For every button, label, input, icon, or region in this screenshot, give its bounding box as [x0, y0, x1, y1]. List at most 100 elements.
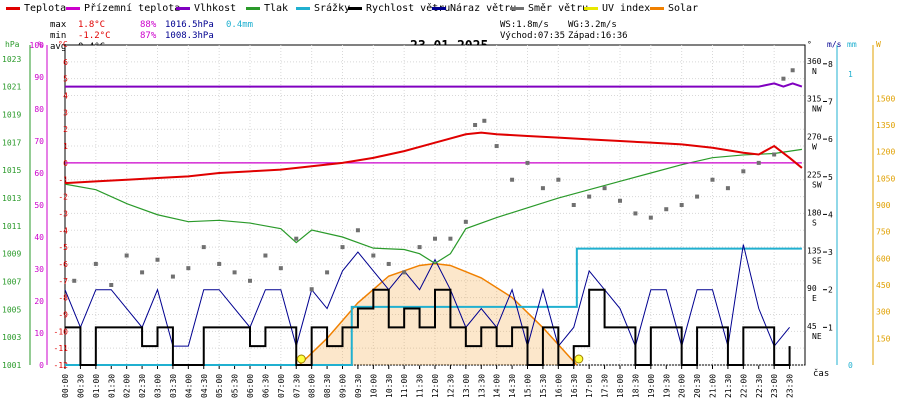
stat-min-label: min [50, 31, 67, 41]
humidity-tick-label: 60 [34, 169, 44, 178]
legend-label: UV index [602, 3, 651, 14]
stat-max-humidity: 88% [140, 20, 157, 30]
legend-label: Tlak [264, 3, 289, 14]
temperature-tick-label: -8 [58, 294, 68, 303]
humidity-line [65, 82, 803, 88]
legend-item: Směr větru [510, 3, 588, 14]
rain-tick-label: 0 [848, 361, 853, 370]
pressure-unit: hPa [5, 40, 20, 49]
solar-tick-label: 1500 [876, 94, 895, 103]
legend-swatch [66, 6, 80, 10]
x-tick-label: 01:30 [107, 374, 116, 398]
wind-dir-point [710, 177, 715, 182]
legend-item: UV index [584, 3, 650, 14]
wind-speed-tick-label: 5 [828, 173, 833, 182]
wind-dir-tick-label: 225 [807, 171, 822, 180]
wind-dir-point [217, 261, 222, 266]
x-tick-label: 08:00 [308, 374, 317, 398]
pressure-tick-label: 1017 [2, 138, 21, 147]
x-tick-label: 19:00 [647, 374, 656, 398]
temperature-tick-label: 2 [63, 125, 68, 134]
legend-label: Náraz větru [450, 3, 517, 14]
wind-dir-point [756, 160, 761, 165]
pressure-tick-label: 1011 [2, 222, 21, 231]
temperature-tick-label: 5 [63, 75, 68, 84]
stat-wind-speed: WS:1.8m/s [500, 20, 549, 30]
wind-dir-point [140, 270, 145, 275]
x-tick-label: 02:30 [138, 374, 147, 398]
solar-tick-label: 150 [876, 334, 891, 343]
stat-min-pressure: 1008.3hPa [165, 31, 214, 41]
x-tick-label: 21:30 [724, 374, 733, 398]
wind-dir-point [648, 215, 653, 220]
legend-label: Směr větru [528, 3, 589, 14]
x-tick-label: 05:00 [215, 374, 224, 398]
wind-dir-compass-label: E [812, 294, 817, 303]
legend-item: Teplota [6, 3, 66, 14]
wind-dir-point [371, 253, 376, 258]
x-tick-label: 12:00 [431, 374, 440, 398]
legend-swatch [296, 6, 310, 10]
legend-swatch [348, 6, 362, 10]
wind-dir-compass-label: SE [812, 256, 822, 265]
pressure-tick-label: 1023 [2, 55, 21, 64]
wind-dir-point [448, 236, 453, 241]
wind-speed-tick-label: 4 [828, 210, 833, 219]
wind-dir-point [278, 266, 283, 271]
wind-dir-point [463, 219, 468, 224]
x-tick-label: 03:30 [169, 374, 178, 398]
x-tick-label: 04:00 [184, 374, 193, 398]
wind-dir-point [155, 257, 160, 262]
temperature-line [64, 131, 803, 185]
humidity-tick-label: 80 [34, 105, 44, 114]
temperature-unit: °C [58, 40, 68, 49]
x-tick-label: 03:00 [154, 374, 163, 398]
wind-dir-unit: ° [807, 40, 812, 49]
wind-dir-point [556, 177, 561, 182]
x-tick-label: 07:30 [292, 374, 301, 398]
sun-marker [296, 354, 306, 364]
humidity-tick-label: 70 [34, 137, 44, 146]
wind-dir-point [790, 68, 795, 73]
wind-dir-point [309, 287, 314, 292]
wind-speed-tick-label: 6 [828, 135, 833, 144]
wind-dir-point [695, 194, 700, 199]
stat-max-label: max [50, 20, 67, 30]
x-tick-label: 20:00 [678, 374, 687, 398]
solar-tick-label: 300 [876, 308, 891, 317]
wind-dir-point [664, 207, 669, 212]
x-tick-label: 11:00 [400, 374, 409, 398]
x-tick-label: 05:30 [231, 374, 240, 398]
x-tick-label: 22:00 [739, 374, 748, 398]
temperature-tick-label: -10 [54, 327, 69, 336]
wind-dir-point [72, 278, 77, 283]
wind-speed-tick-label: 3 [828, 248, 833, 257]
wind-dir-tick-label: 135 [807, 246, 822, 255]
solar-unit: W [876, 40, 881, 49]
solar-tick-label: 1350 [876, 121, 895, 130]
legend-label: Rychlost větru [366, 3, 451, 14]
x-tick-label: 13:30 [477, 374, 486, 398]
solar-area [299, 263, 577, 365]
legend-swatch [510, 6, 524, 10]
sun-marker [574, 354, 584, 364]
wind-speed-unit: m/s [827, 40, 842, 49]
temperature-tick-label: -2 [58, 193, 68, 202]
x-tick-label: 15:30 [539, 374, 548, 398]
legend-item: Přízemní teplota [66, 3, 180, 14]
legend-item: Tlak [246, 3, 288, 14]
wind-dir-point [93, 261, 98, 266]
rain-unit: mm [847, 40, 857, 49]
humidity-tick-label: 30 [34, 265, 44, 274]
wind-speed-tick-label: 7 [828, 97, 833, 106]
wind-dir-point [325, 270, 330, 275]
x-tick-label: 01:00 [92, 374, 101, 398]
wind-dir-point [772, 152, 777, 157]
wind-dir-point [340, 245, 345, 250]
x-tick-label: 15:00 [524, 374, 533, 398]
solar-tick-label: 1200 [876, 148, 895, 157]
wind-dir-point [679, 203, 684, 207]
humidity-tick-label: 10 [34, 329, 44, 338]
pressure-tick-label: 1019 [2, 111, 21, 120]
legend-item: Vlhkost [176, 3, 236, 14]
